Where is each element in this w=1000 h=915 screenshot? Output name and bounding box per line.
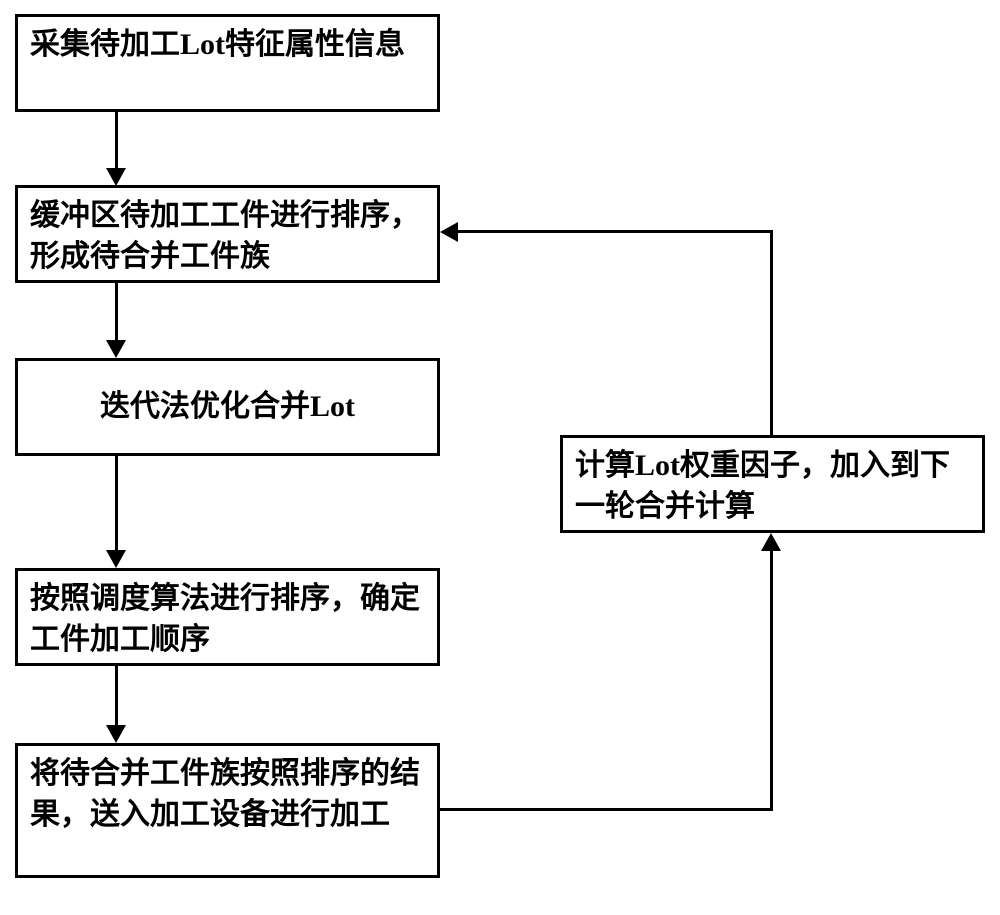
arrow-line xyxy=(115,112,118,170)
arrow-head xyxy=(106,550,126,568)
arrow-head xyxy=(106,725,126,743)
arrow-line xyxy=(115,666,118,726)
arrow-line xyxy=(115,456,118,551)
node-label: 采集待加工Lot特征属性信息 xyxy=(30,25,405,66)
arrow-line xyxy=(115,283,118,341)
arrow-head xyxy=(106,340,126,358)
flowchart-node-iterate: 迭代法优化合并Lot xyxy=(15,358,440,456)
node-label: 计算Lot权重因子，加入到下一轮合并计算 xyxy=(575,446,970,527)
arrow-head xyxy=(440,222,458,242)
node-label: 按照调度算法进行排序，确定工件加工顺序 xyxy=(30,579,425,660)
flowchart-node-sort-buffer: 缓冲区待加工工件进行排序，形成待合并工件族 xyxy=(15,185,440,283)
arrow-head xyxy=(106,168,126,186)
flowchart-node-collect: 采集待加工Lot特征属性信息 xyxy=(15,14,440,112)
arrow-head xyxy=(761,533,781,551)
flowchart-node-process: 将待合并工件族按照排序的结果，送入加工设备进行加工 xyxy=(15,743,440,878)
node-label: 缓冲区待加工工件进行排序，形成待合并工件族 xyxy=(30,196,425,277)
arrow-line xyxy=(458,230,773,233)
arrow-line xyxy=(440,808,773,811)
arrow-line xyxy=(770,230,773,435)
flowchart-node-schedule: 按照调度算法进行排序，确定工件加工顺序 xyxy=(15,568,440,666)
flowchart-node-weight: 计算Lot权重因子，加入到下一轮合并计算 xyxy=(560,435,985,533)
node-label: 迭代法优化合并Lot xyxy=(100,387,355,428)
node-label: 将待合并工件族按照排序的结果，送入加工设备进行加工 xyxy=(30,754,425,835)
arrow-line xyxy=(770,551,773,811)
